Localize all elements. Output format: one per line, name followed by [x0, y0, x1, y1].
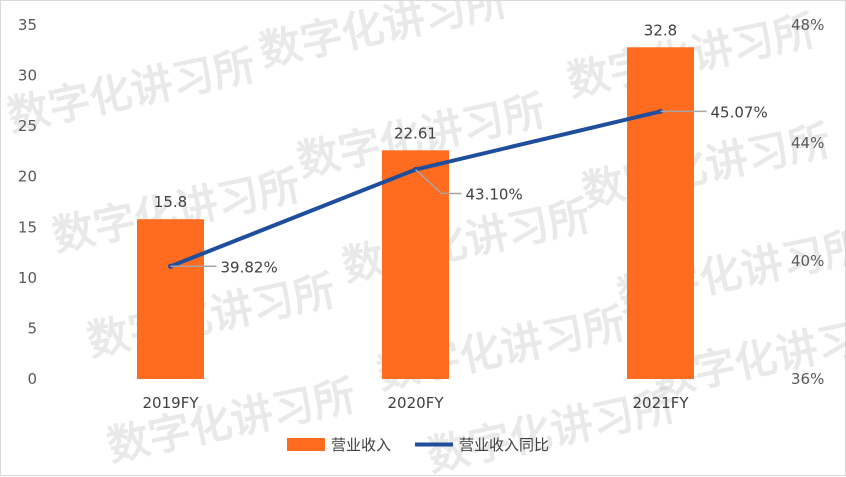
right-axis-tick-label: 36% — [791, 370, 824, 388]
line-label-leader — [414, 168, 462, 195]
right-axis-ticks: 36% 40% 44% 48% — [791, 16, 824, 388]
left-axis-tick-label: 5 — [27, 319, 37, 337]
legend-swatch-bar — [287, 438, 325, 451]
bar-2020FY — [382, 150, 449, 379]
line-value-label: 39.82% — [221, 258, 278, 276]
bar-value-label: 22.61 — [394, 124, 437, 142]
right-axis-tick-label: 40% — [791, 252, 824, 270]
right-axis-tick-label: 48% — [791, 16, 824, 34]
legend-label-bar: 营业收入 — [331, 436, 391, 454]
category-axis: 2019FY 2020FY 2021FY — [143, 394, 690, 412]
category-label: 2020FY — [388, 394, 445, 412]
watermark-text: 数字化讲习所 — [3, 40, 260, 140]
left-axis-tick-label: 30 — [18, 67, 37, 85]
line-series: 39.82% 43.10% 45.07% — [168, 103, 768, 276]
category-label: 2019FY — [143, 394, 200, 412]
bar-series: 15.8 22.61 32.8 — [137, 21, 694, 379]
bar-2021FY — [627, 47, 694, 379]
left-axis-tick-label: 0 — [27, 370, 37, 388]
left-axis-tick-label: 35 — [18, 16, 37, 34]
watermark-text: 数字化讲习所 — [255, 1, 512, 76]
category-label: 2021FY — [633, 394, 690, 412]
legend-label-line: 营业收入同比 — [459, 436, 549, 454]
bar-value-label: 32.8 — [644, 21, 677, 39]
left-axis-ticks: 0 5 10 15 20 25 30 35 — [18, 16, 37, 388]
line-value-label: 43.10% — [466, 186, 523, 204]
left-axis-tick-label: 10 — [18, 269, 37, 287]
left-axis-tick-label: 20 — [18, 168, 37, 186]
left-axis-tick-label: 25 — [18, 117, 37, 135]
bar-2019FY — [137, 219, 204, 379]
bar-value-label: 15.8 — [154, 193, 187, 211]
watermark-text: 数字化讲习所 — [103, 370, 360, 470]
watermark-text: 数字化讲习所 — [578, 115, 835, 215]
right-axis-tick-label: 44% — [791, 134, 824, 152]
line-value-label: 45.07% — [711, 103, 768, 121]
legend: 营业收入 营业收入同比 — [287, 436, 549, 454]
watermark-text: 数字化讲习所 — [83, 265, 340, 365]
left-axis-tick-label: 15 — [18, 218, 37, 236]
watermark-text: 数字化讲习所 — [338, 190, 595, 290]
